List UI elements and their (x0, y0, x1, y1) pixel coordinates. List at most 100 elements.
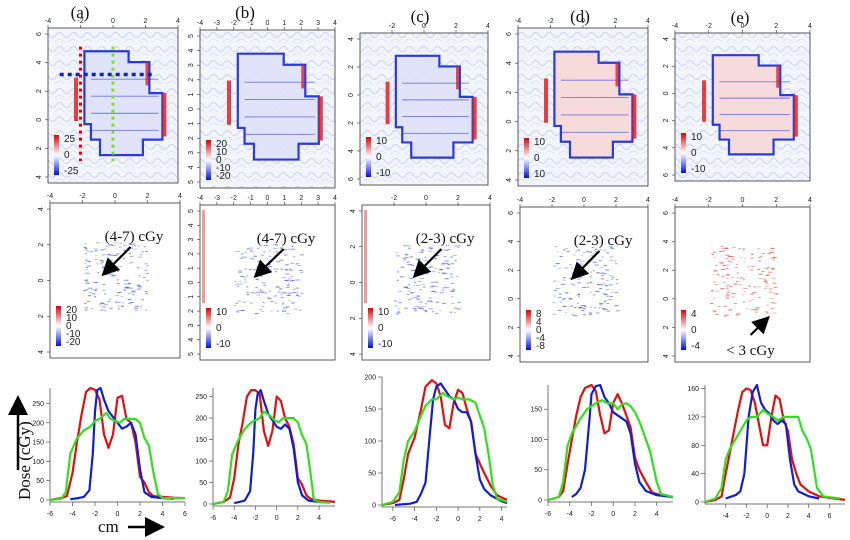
residual-speckle (773, 259, 776, 261)
residual-speckle (770, 257, 775, 259)
residual-speckle (557, 296, 562, 298)
y-tick-label: 4 (188, 165, 195, 169)
residual-speckle (250, 292, 255, 294)
residual-speckle (268, 250, 271, 252)
residual-speckle (87, 295, 92, 297)
residual-speckle (101, 254, 106, 256)
residual-speckle (711, 290, 713, 292)
y-tick-label: 120 (687, 414, 699, 421)
residual-speckle (728, 256, 733, 258)
residual-speckle (615, 310, 621, 312)
residual-speckle (451, 289, 456, 291)
residual-speckle (117, 270, 120, 272)
residual-speckle (277, 291, 281, 293)
y-tick-label: 4 (508, 354, 515, 358)
residual-speckle (722, 250, 726, 252)
residual-speckle (413, 307, 418, 309)
residual-speckle (289, 268, 292, 270)
residual-speckle (758, 278, 763, 280)
residual-speckle (101, 306, 106, 308)
residual-speckle (449, 290, 454, 292)
residual-speckle (101, 267, 106, 269)
residual-speckle (721, 275, 725, 277)
residual-speckle (602, 292, 606, 294)
x-tick-label: 0 (113, 193, 117, 200)
residual-speckle (450, 276, 454, 278)
colorbar-label: 20 (66, 305, 78, 316)
residual-speckle (116, 301, 121, 303)
residual-speckle (435, 301, 439, 303)
residual-speckle (722, 265, 726, 267)
residual-speckle (429, 248, 432, 250)
residual-speckle (741, 294, 744, 296)
residual-speckle (736, 277, 740, 279)
residual-speckle (129, 244, 134, 246)
residual-speckle (139, 254, 142, 256)
residual-speckle (577, 282, 581, 284)
residual-speckle (608, 284, 613, 286)
residual-speckle (596, 312, 600, 314)
residual-speckle (580, 272, 582, 274)
residual-speckle (720, 261, 725, 263)
x-tick-label: 4 (176, 18, 180, 25)
y-tick-label: 150 (364, 407, 376, 414)
residual-speckle (760, 255, 763, 257)
x-tick-label: 0 (275, 515, 279, 522)
residual-speckle (733, 303, 737, 305)
colorbar-label: 0 (691, 325, 697, 336)
residual-speckle (736, 313, 741, 315)
residual-speckle (582, 307, 586, 309)
residual-speckle (764, 311, 769, 313)
residual-speckle (594, 264, 599, 266)
residual-speckle (242, 301, 246, 303)
x-tick-label: 4 (178, 193, 182, 200)
residual-speckle (234, 281, 237, 283)
residual-speckle (85, 289, 88, 291)
residual-speckle (235, 250, 240, 252)
residual-speckle (133, 307, 138, 309)
residual-speckle (454, 312, 456, 314)
residual-speckle (120, 305, 125, 307)
residual-speckle (263, 284, 267, 286)
x-tick-label: 0 (741, 23, 745, 30)
residual-speckle (586, 286, 589, 288)
hot-edge (472, 96, 477, 140)
x-tick-label: -2 (231, 195, 237, 202)
x-tick-label: 0 (741, 197, 745, 204)
residual-speckle (406, 285, 409, 287)
y-tick-label: 4 (348, 37, 355, 41)
residual-speckle (102, 289, 106, 291)
residual-speckle (719, 263, 724, 265)
residual-speckle (300, 271, 304, 273)
residual-speckle (606, 295, 609, 297)
residual-speckle (237, 309, 241, 311)
residual-speckle (297, 264, 301, 266)
y-tick-label: 6 (36, 32, 43, 36)
residual-speckle (614, 305, 619, 307)
residual-speckle (552, 265, 557, 267)
residual-speckle (250, 249, 253, 251)
residual-speckle (282, 308, 284, 310)
residual-speckle (397, 311, 400, 313)
residual-speckle (568, 299, 573, 301)
residual-speckle (89, 308, 94, 310)
colorbar (206, 140, 211, 180)
residual-speckle (422, 306, 426, 308)
colorbar-label: 10 (534, 137, 546, 148)
y-tick-label: 200 (32, 420, 44, 427)
x-tick-label: 4 (317, 515, 321, 522)
y-tick-label: 2 (663, 64, 670, 68)
panel-label-d: (d) (570, 7, 590, 26)
residual-speckle (553, 246, 558, 248)
residual-speckle (599, 304, 602, 306)
residual-speckle (394, 300, 398, 302)
y-tick-label: 2 (508, 268, 515, 272)
residual-speckle (773, 286, 778, 288)
y-tick-label: 2 (188, 136, 195, 140)
residual-speckle (725, 287, 729, 289)
residual-speckle (761, 271, 765, 273)
residual-speckle (138, 275, 141, 277)
residual-speckle (84, 252, 87, 254)
residual-speckle (141, 251, 144, 253)
